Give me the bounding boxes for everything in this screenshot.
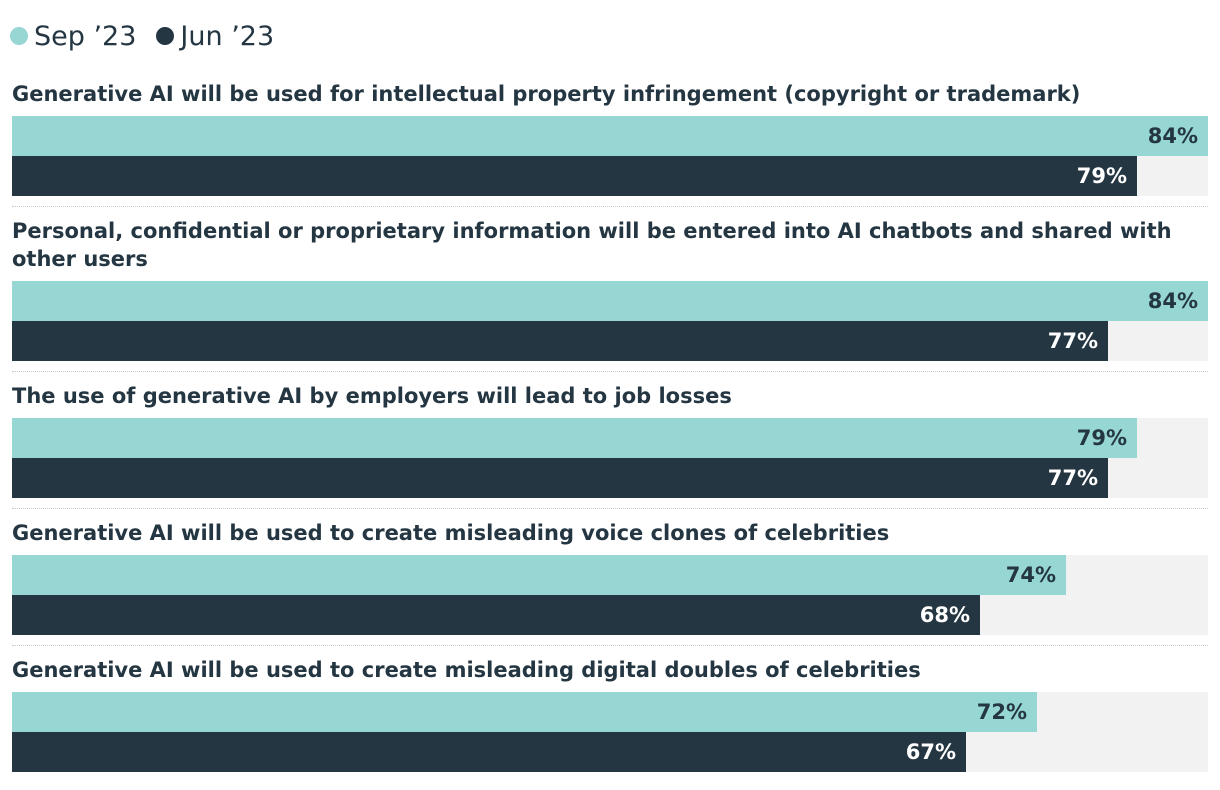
bar-track: 79% xyxy=(12,418,1208,458)
bar-track: 84% xyxy=(12,281,1208,321)
bar xyxy=(12,692,1037,732)
divider xyxy=(12,371,1208,372)
bar-value-label: 67% xyxy=(905,740,956,764)
bar-value-label: 84% xyxy=(1147,124,1198,148)
bar-value-label: 77% xyxy=(1047,329,1098,353)
bar-track: 72% xyxy=(12,692,1208,732)
bar xyxy=(12,156,1137,196)
bar-track: 74% xyxy=(12,555,1208,595)
bar xyxy=(12,418,1137,458)
bar-track: 79% xyxy=(12,156,1208,196)
bar-track: 77% xyxy=(12,321,1208,361)
divider xyxy=(12,206,1208,207)
bar-group: Generative AI will be used for intellect… xyxy=(12,80,1208,196)
bar xyxy=(12,321,1108,361)
bar-group: Generative AI will be used to create mis… xyxy=(12,519,1208,635)
divider xyxy=(12,645,1208,646)
bar xyxy=(12,595,980,635)
category-label: Generative AI will be used to create mis… xyxy=(12,521,890,545)
bar-track: 77% xyxy=(12,458,1208,498)
legend-swatch xyxy=(10,27,28,45)
bar-value-label: 74% xyxy=(1005,563,1056,587)
bar-value-label: 72% xyxy=(976,700,1027,724)
legend: Sep ’23 Jun ’23 xyxy=(10,14,274,58)
bar xyxy=(12,116,1208,156)
legend-item: Sep ’23 xyxy=(10,21,136,52)
legend-swatch xyxy=(156,27,175,45)
legend-item: Jun ’23 xyxy=(156,21,274,52)
bar-group: The use of generative AI by employers wi… xyxy=(12,382,1208,498)
bar-group: Generative AI will be used to create mis… xyxy=(12,656,1208,772)
bar-track: 68% xyxy=(12,595,1208,635)
bar xyxy=(12,281,1208,321)
bar xyxy=(12,732,966,772)
category-label: Generative AI will be used for intellect… xyxy=(12,82,1081,106)
bar-value-label: 84% xyxy=(1147,289,1198,313)
legend-label: Jun ’23 xyxy=(180,20,275,52)
category-label: Generative AI will be used to create mis… xyxy=(12,658,921,682)
bar-value-label: 79% xyxy=(1076,164,1127,188)
divider xyxy=(12,508,1208,509)
category-label: The use of generative AI by employers wi… xyxy=(12,384,732,408)
category-label: Personal, confidential or proprietary in… xyxy=(12,219,1172,271)
bar-group: Personal, confidential or proprietary in… xyxy=(12,217,1208,361)
bar-chart: Generative AI will be used for intellect… xyxy=(12,80,1208,772)
bar-track: 84% xyxy=(12,116,1208,156)
bar-value-label: 68% xyxy=(919,603,970,627)
legend-label: Sep ’23 xyxy=(34,20,137,52)
bar xyxy=(12,458,1108,498)
bar-value-label: 79% xyxy=(1076,426,1127,450)
bar-value-label: 77% xyxy=(1047,466,1098,490)
bar xyxy=(12,555,1066,595)
bar-track: 67% xyxy=(12,732,1208,772)
